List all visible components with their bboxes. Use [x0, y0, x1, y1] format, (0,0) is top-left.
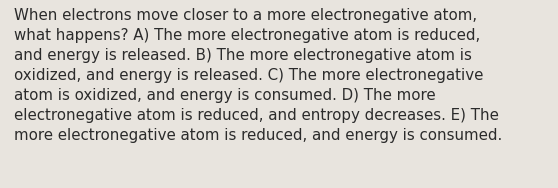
Text: When electrons move closer to a more electronegative atom,
what happens? A) The : When electrons move closer to a more ele… — [14, 8, 502, 143]
